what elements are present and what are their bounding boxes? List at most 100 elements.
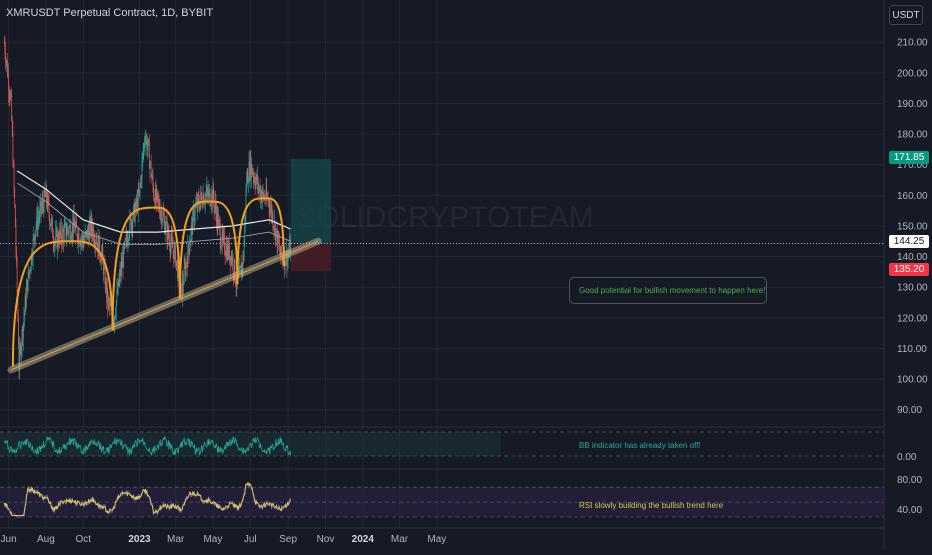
candle-body xyxy=(211,191,213,204)
candle-body xyxy=(221,231,223,248)
candle-body xyxy=(249,162,250,178)
candle-body xyxy=(10,93,12,95)
candle-body xyxy=(75,220,77,227)
x-tick-label: 2023 xyxy=(128,534,151,545)
candle-body xyxy=(120,269,121,276)
y-tick-label: 100.00 xyxy=(897,375,928,386)
candle-body xyxy=(153,196,155,201)
candle-body xyxy=(235,284,237,286)
bb-indicator-line xyxy=(3,435,291,456)
x-tick-label: Sep xyxy=(279,534,297,545)
candle-body xyxy=(250,155,252,178)
candle-body xyxy=(265,200,266,202)
candle-body xyxy=(27,271,29,292)
candle-body xyxy=(273,227,275,230)
candle-body xyxy=(238,267,240,276)
candle-body xyxy=(63,227,65,241)
candle-body xyxy=(36,213,38,226)
candle-body xyxy=(158,201,160,210)
rsi-annotation[interactable]: RSI slowly building the bullish trend he… xyxy=(579,501,724,510)
candle-body xyxy=(251,164,253,174)
candle-body xyxy=(43,205,44,213)
candle-body xyxy=(92,227,94,235)
candle-body xyxy=(115,313,117,317)
candle-body xyxy=(95,242,97,245)
y-tick-label: 170.00 xyxy=(897,160,928,171)
bb-annotation[interactable]: BB indicator has already taken off! xyxy=(579,441,701,450)
candle-body xyxy=(5,53,6,63)
candle-body xyxy=(219,221,220,227)
candle-body xyxy=(40,201,41,208)
candle-body xyxy=(93,240,95,242)
candle-body xyxy=(207,192,209,197)
position-zones xyxy=(0,159,884,272)
candle-body xyxy=(47,196,49,208)
candle-body xyxy=(232,257,234,272)
candle-body xyxy=(192,211,194,235)
candle-body xyxy=(71,223,73,237)
candle-body xyxy=(139,189,140,194)
candle-body xyxy=(226,246,228,260)
candle-body xyxy=(170,243,172,252)
candle-body xyxy=(290,240,291,254)
candle-body xyxy=(238,275,239,278)
candle-body xyxy=(200,192,202,197)
candle-body xyxy=(46,185,47,202)
candle-body xyxy=(232,257,233,263)
candle-body xyxy=(14,188,16,206)
annotation-note[interactable]: Good potential for bullish movement to h… xyxy=(569,277,767,304)
candle-body xyxy=(142,152,144,155)
candle-body xyxy=(287,256,289,258)
candle-body xyxy=(270,207,271,213)
candle-body xyxy=(65,223,66,225)
candle-body xyxy=(107,298,109,307)
currency-button[interactable]: USDT xyxy=(889,5,923,25)
candle-body xyxy=(170,235,172,244)
candle-body xyxy=(158,199,159,202)
candle-body xyxy=(166,220,167,222)
candle-body xyxy=(149,163,151,169)
candle-body xyxy=(145,139,146,143)
candle-body xyxy=(78,232,80,244)
candle-body xyxy=(90,218,92,234)
y-tick-label: 150.00 xyxy=(897,221,928,232)
candle-body xyxy=(154,200,156,207)
cup-arc xyxy=(236,197,285,285)
candle-body xyxy=(216,211,218,226)
candle-body xyxy=(191,223,192,230)
candle-body xyxy=(171,235,173,240)
drawings-layer xyxy=(7,197,322,374)
candle-body xyxy=(48,201,50,214)
target-price-tag: 171.85 xyxy=(889,151,929,164)
candle-body xyxy=(52,219,54,238)
candle-body xyxy=(140,178,142,186)
candle-body xyxy=(223,234,225,236)
candle-body xyxy=(117,289,118,293)
candle-body xyxy=(64,224,66,228)
candle-body xyxy=(242,255,244,268)
watermark-text: SOLIDCRYPTOTEAM xyxy=(296,201,593,234)
candle-body xyxy=(48,196,49,202)
y-tick-label: 0.00 xyxy=(897,452,917,463)
candle-body xyxy=(172,247,174,251)
candle-body xyxy=(150,162,151,164)
candle-body xyxy=(240,265,242,275)
candle-body xyxy=(41,200,43,207)
candle-body xyxy=(188,244,189,250)
candle-body xyxy=(281,245,282,256)
candle-body xyxy=(21,329,23,347)
candle-body xyxy=(82,241,84,247)
candle-body xyxy=(9,94,11,100)
candle-body xyxy=(113,321,115,325)
candle-body xyxy=(252,173,254,175)
candle-body xyxy=(116,289,118,301)
y-tick-label: 210.00 xyxy=(897,38,928,49)
candle-body xyxy=(109,303,111,306)
candle-body xyxy=(227,244,229,257)
candle-body xyxy=(128,239,129,241)
candle-body xyxy=(84,231,86,240)
candle-body xyxy=(22,323,24,339)
candle-body xyxy=(271,212,273,218)
